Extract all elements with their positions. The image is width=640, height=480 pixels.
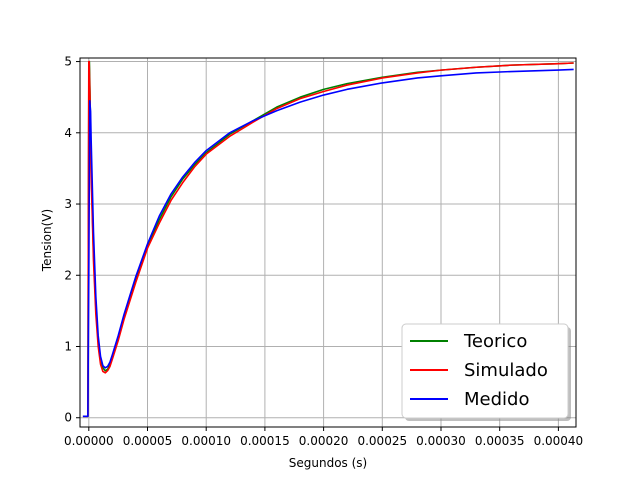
y-axis-ticks: 0 1 2 3 4 5	[64, 55, 80, 425]
series-line-medido	[82, 68, 574, 418]
x-tick-label: 0.00025	[357, 434, 407, 448]
x-tick-label: 0.00015	[240, 434, 290, 448]
y-tick-label: 0	[64, 411, 72, 425]
legend: Teorico Simulado Medido	[401, 323, 571, 421]
series-line-simulado	[82, 60, 574, 418]
x-tick-label: 0.00030	[416, 434, 466, 448]
grid-lines	[80, 58, 576, 427]
x-axis-label: Segundos (s)	[289, 456, 367, 470]
y-axis-label: Tension(V)	[40, 209, 54, 272]
y-tick-label: 5	[64, 55, 72, 69]
plot-frame	[79, 57, 577, 428]
y-tick-label: 3	[64, 197, 72, 211]
legend-entry: Medido	[464, 389, 529, 410]
x-tick-label: 0.00020	[299, 434, 349, 448]
y-tick-label: 1	[64, 340, 72, 354]
y-tick-label: 4	[64, 126, 72, 140]
series-lines	[82, 60, 574, 418]
x-axis-ticks: 0.00000 0.00005 0.00010 0.00015 0.00020 0.000…	[64, 427, 583, 448]
legend-entry: Teorico	[463, 331, 527, 352]
x-tick-label: 0.00035	[475, 434, 525, 448]
legend-box	[401, 323, 569, 419]
x-tick-label: 0.00000	[64, 434, 114, 448]
legend-entry: Simulado	[464, 360, 548, 381]
y-tick-label: 2	[64, 268, 72, 282]
x-tick-label: 0.00040	[534, 434, 584, 448]
x-tick-label: 0.00010	[181, 434, 231, 448]
x-tick-label: 0.00005	[123, 434, 173, 448]
